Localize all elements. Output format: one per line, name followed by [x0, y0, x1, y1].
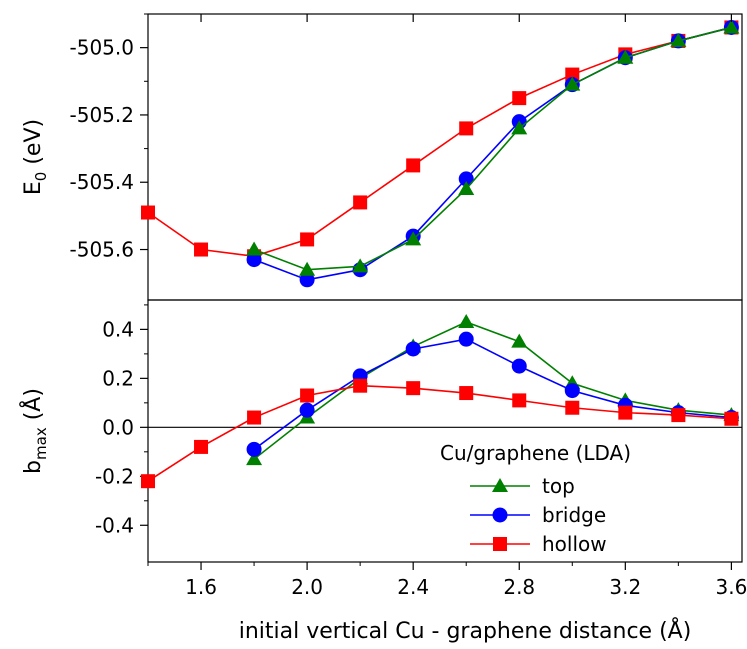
bottom-y-tick-label: -0.2 — [95, 464, 134, 488]
x-axis: 1.6 2.0 2.4 2.8 3.2 3.6 initial vertical Cu - … — [147, 14, 747, 644]
bottom-series-hollow-point — [459, 386, 474, 401]
top-series-hollow-point — [406, 158, 421, 173]
legend-bridge-label: bridge — [542, 503, 606, 527]
top-series-top-line — [253, 26, 732, 271]
bottom-series-top-point — [511, 333, 528, 348]
bottom-series-hollow-point — [300, 388, 315, 403]
bottom-series-hollow-point — [194, 439, 209, 454]
top-series-hollow-point — [141, 205, 155, 220]
top-series-hollow-point — [512, 91, 527, 106]
bottom-series-hollow-point — [512, 393, 527, 408]
legend-top-marker — [492, 478, 508, 492]
legend-title: Cu/graphene (LDA) — [440, 441, 631, 465]
bottom-series-hollow-point — [247, 410, 262, 425]
x-tick-label: 3.6 — [715, 575, 747, 599]
bottom-series-hollow-point — [141, 474, 155, 489]
top-series-bridge-point — [246, 252, 262, 268]
bottom-series-bridge-point — [405, 341, 421, 357]
bottom-series-hollow-line — [147, 384, 732, 482]
x-tick-label: 2.8 — [503, 575, 535, 599]
bottom-series-hollow-point — [671, 408, 686, 423]
legend-hollow-label: hollow — [542, 532, 607, 556]
bottom-series-top-point — [458, 314, 475, 329]
x-axis-title: initial vertical Cu - graphene distance … — [239, 617, 692, 644]
bottom-y-tick-label: 0.4 — [102, 317, 134, 341]
top-series-bridge-line — [253, 26, 732, 281]
top-series-top-point — [458, 180, 475, 195]
legend-bridge-marker — [492, 507, 508, 523]
bottom-series-top-line — [253, 321, 732, 460]
top-y-tick-label: -505.2 — [70, 103, 134, 127]
legend-hollow-marker — [493, 537, 507, 551]
bottom-series-top-point — [246, 451, 263, 466]
bottom-y-axis-title: bmax (Å) — [19, 388, 50, 474]
bottom-series-hollow-point — [406, 381, 421, 396]
top-series-top-point — [564, 76, 581, 91]
top-series-top-point — [723, 19, 740, 34]
bottom-series-hollow-point — [724, 411, 739, 426]
top-series-top-point — [511, 120, 528, 135]
bottom-series-hollow-point — [353, 378, 368, 393]
top-series-hollow-point — [194, 242, 209, 257]
legend: Cu/graphene (LDA) top bridge hollow — [440, 441, 631, 556]
bottom-series-hollow-point — [618, 405, 633, 420]
top-y-axis-title: E0 (eV) — [21, 119, 50, 195]
top-series-top-point — [405, 231, 422, 246]
top-series-top-point — [352, 258, 369, 273]
bottom-y-tick-label: 0.0 — [102, 415, 134, 439]
top-series-hollow-point — [300, 232, 315, 247]
top-series-bridge-point — [458, 171, 474, 187]
top-y-tick-label: -505.4 — [70, 170, 134, 194]
top-series-bridge-point — [299, 272, 315, 288]
bottom-series-bridge-line — [253, 338, 732, 451]
top-y-tick-label: -505.6 — [70, 238, 134, 262]
bottom-panel: -0.4 -0.2 0.0 0.2 0.4 bmax (Å) — [19, 299, 743, 563]
top-y-tick-label: -505.0 — [70, 36, 134, 60]
bottom-plot-frame — [147, 299, 743, 563]
x-tick-label: 2.4 — [397, 575, 429, 599]
bottom-y-tick-label: 0.2 — [102, 366, 134, 390]
bottom-series-bridge-point — [564, 383, 580, 399]
x-tick-label: 2.0 — [291, 575, 323, 599]
top-series-top-point — [670, 32, 687, 47]
bottom-series-bridge-point — [458, 331, 474, 347]
bottom-series-bridge-point — [246, 441, 262, 457]
top-series-top-point — [299, 261, 316, 276]
x-tick-label: 3.2 — [609, 575, 641, 599]
x-tick-label: 1.6 — [185, 575, 217, 599]
legend-top-label: top — [542, 474, 575, 498]
top-series-hollow-point — [459, 121, 474, 136]
top-series-hollow-point — [353, 195, 368, 210]
bottom-series-hollow-point — [565, 400, 580, 415]
top-plot-frame — [147, 13, 743, 301]
bottom-series-bridge-point — [511, 358, 527, 374]
bottom-series-bridge-point — [299, 402, 315, 418]
bottom-y-tick-label: -0.4 — [95, 513, 134, 537]
top-panel: -505.6 -505.4 -505.2 -505.0 E0 (eV) — [21, 13, 743, 301]
top-series-top-point — [246, 241, 263, 256]
top-series-top-point — [617, 49, 634, 64]
top-series-hollow-line — [147, 26, 732, 258]
